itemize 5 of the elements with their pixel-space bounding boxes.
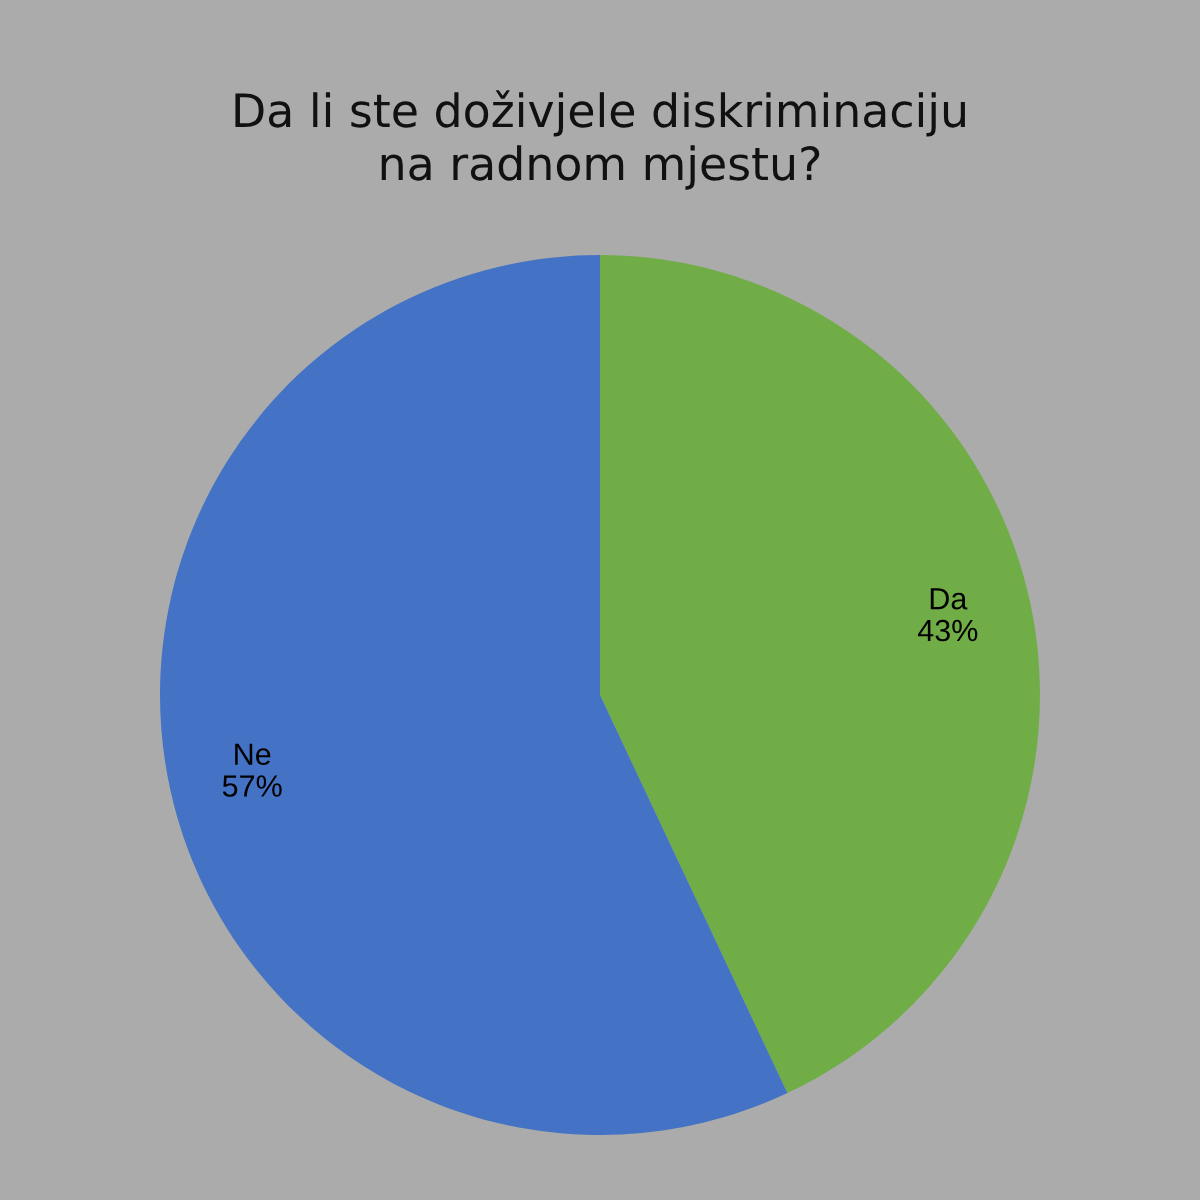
slice-label: Da [930,588,968,610]
slice-label: Ne [235,743,271,766]
chart-title: Da li ste doživjele diskriminaciju na radnom mjestu? [235,90,965,190]
data-label: 57% [222,775,282,797]
data-label: 43% [917,619,978,642]
